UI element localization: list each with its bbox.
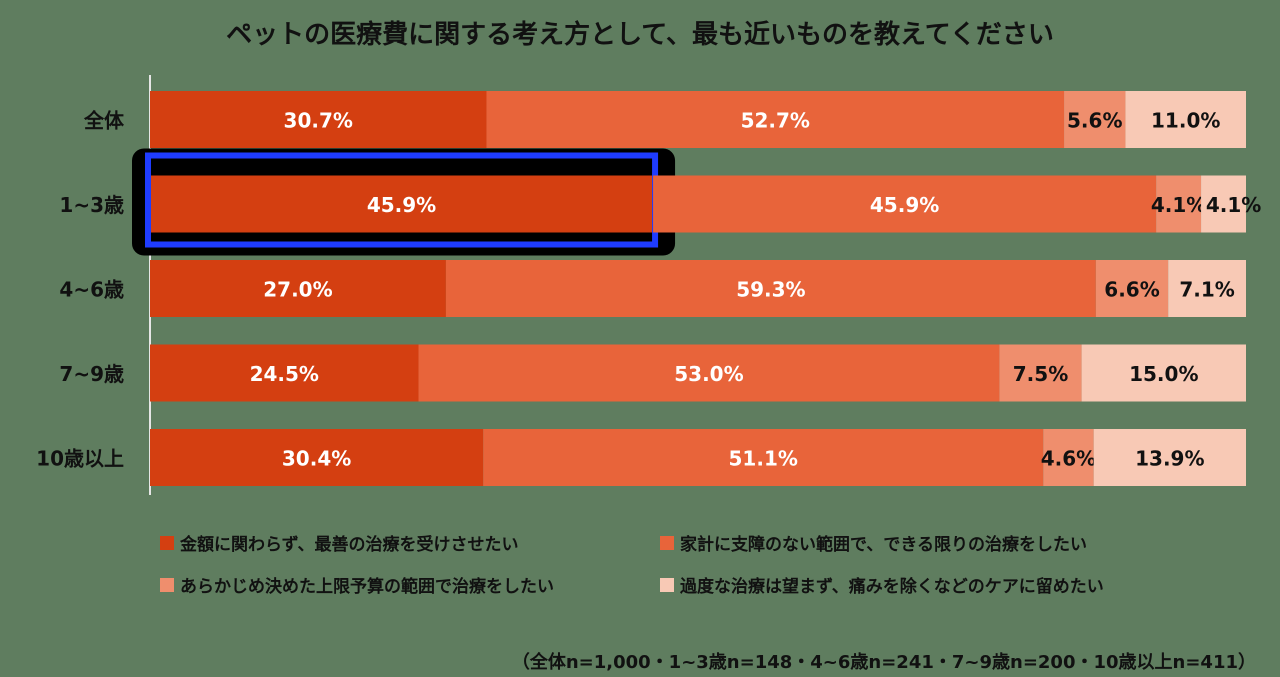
- data-label: 5.6%: [1067, 109, 1122, 133]
- data-label: 4.1%: [1151, 193, 1206, 217]
- bar-segment: [653, 175, 1157, 233]
- legend-swatch: [660, 535, 674, 550]
- bar-segment: [999, 344, 1082, 402]
- bar-segment: [483, 429, 1044, 486]
- category-label: 全体: [83, 109, 125, 133]
- bar-segment: [418, 344, 1000, 402]
- chart-title: ペットの医療費に関する考え方として、最も近いものを教えてください: [226, 20, 1054, 50]
- category-label: 4~6歳: [59, 278, 124, 302]
- bar-segment: [1095, 260, 1169, 317]
- legend-label: 金額に関わらず、最善の治療を受けさせたい: [180, 535, 519, 555]
- data-label: 45.9%: [367, 193, 436, 217]
- bar-segment: [150, 260, 446, 317]
- legend: 金額に関わらず、最善の治療を受けさせたい 家計に支障のない範囲で、できる限りの治療…: [160, 530, 1160, 600]
- legend-swatch: [660, 577, 674, 592]
- data-label: 45.9%: [870, 193, 939, 217]
- data-label: 30.7%: [284, 109, 353, 133]
- bar-segment: [486, 91, 1065, 148]
- bar-segment: [1081, 344, 1246, 402]
- data-label: 30.4%: [282, 447, 351, 471]
- bar-segment: [1156, 175, 1202, 233]
- bar-segment: [1064, 91, 1126, 148]
- legend-item: 金額に関わらず、最善の治療を受けさせたい: [160, 530, 518, 555]
- data-label: 15.0%: [1129, 362, 1198, 386]
- data-label: 7.1%: [1179, 278, 1234, 302]
- legend-item: あらかじめ決めた上限予算の範囲で治療をしたい: [160, 572, 554, 597]
- legend-item: 過度な治療は望まず、痛みを除くなどのケアに留めたい: [660, 572, 1104, 597]
- legend-label: 家計に支障のない範囲で、できる限りの治療をしたい: [680, 535, 1087, 555]
- data-label: 7.5%: [1013, 362, 1068, 386]
- data-label: 51.1%: [729, 447, 798, 471]
- data-label: 24.5%: [250, 362, 319, 386]
- legend-swatch: [160, 577, 174, 592]
- legend-label: 過度な治療は望まず、痛みを除くなどのケアに留めたい: [680, 577, 1104, 597]
- bar-segment: [1093, 429, 1246, 486]
- bar-segment: [150, 344, 419, 402]
- category-label: 7~9歳: [59, 362, 124, 386]
- data-label: 4.1%: [1206, 193, 1261, 217]
- sample-size-note: （全体n=1,000・1~3歳n=148・4~6歳n=241・7~9歳n=200…: [511, 652, 1256, 673]
- data-label: 52.7%: [741, 109, 810, 133]
- data-label: 11.0%: [1151, 109, 1220, 133]
- bar-segment: [150, 91, 487, 148]
- data-label: 53.0%: [674, 362, 743, 386]
- bar-segment: [1201, 175, 1246, 233]
- legend-item: 家計に支障のない範囲で、できる限りの治療をしたい: [660, 530, 1087, 555]
- data-label: 59.3%: [736, 278, 805, 302]
- data-label: 13.9%: [1135, 447, 1204, 471]
- bar-segment: [150, 429, 484, 486]
- bar-segment: [445, 260, 1096, 317]
- legend-label: あらかじめ決めた上限予算の範囲で治療をしたい: [180, 577, 554, 597]
- bar-segment: [150, 175, 654, 233]
- bar-segment: [1125, 91, 1246, 148]
- category-label: 10歳以上: [36, 447, 124, 471]
- bar-segment: [1043, 429, 1094, 486]
- bar-segment: [1168, 260, 1246, 317]
- data-label: 6.6%: [1104, 278, 1159, 302]
- data-label: 27.0%: [263, 278, 332, 302]
- legend-swatch: [160, 535, 174, 550]
- category-label: 1~3歳: [59, 193, 124, 217]
- data-label: 4.6%: [1041, 447, 1096, 471]
